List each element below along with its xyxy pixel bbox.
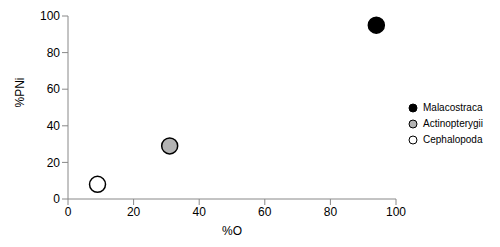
svg-text:20: 20 xyxy=(47,156,61,170)
svg-text:80: 80 xyxy=(47,46,61,60)
svg-text:%PNi: %PNi xyxy=(13,77,27,107)
svg-text:20: 20 xyxy=(127,205,141,219)
html-text:Cephalopoda: Cephalopoda xyxy=(423,134,483,145)
html-text:Actinopterygii: Actinopterygii xyxy=(423,118,483,129)
svg-text:60: 60 xyxy=(47,82,61,96)
svg-text:40: 40 xyxy=(193,205,207,219)
svg-text:60: 60 xyxy=(258,205,272,219)
svg-text:0: 0 xyxy=(65,205,72,219)
svg-text:80: 80 xyxy=(324,205,338,219)
svg-text:40: 40 xyxy=(47,119,61,133)
svg-text:100: 100 xyxy=(386,205,406,219)
html-text:Malacostraca: Malacostraca xyxy=(423,102,483,113)
svg-text:%O: %O xyxy=(222,224,242,238)
svg-text:0: 0 xyxy=(53,192,60,206)
svg-text:100: 100 xyxy=(40,9,60,23)
